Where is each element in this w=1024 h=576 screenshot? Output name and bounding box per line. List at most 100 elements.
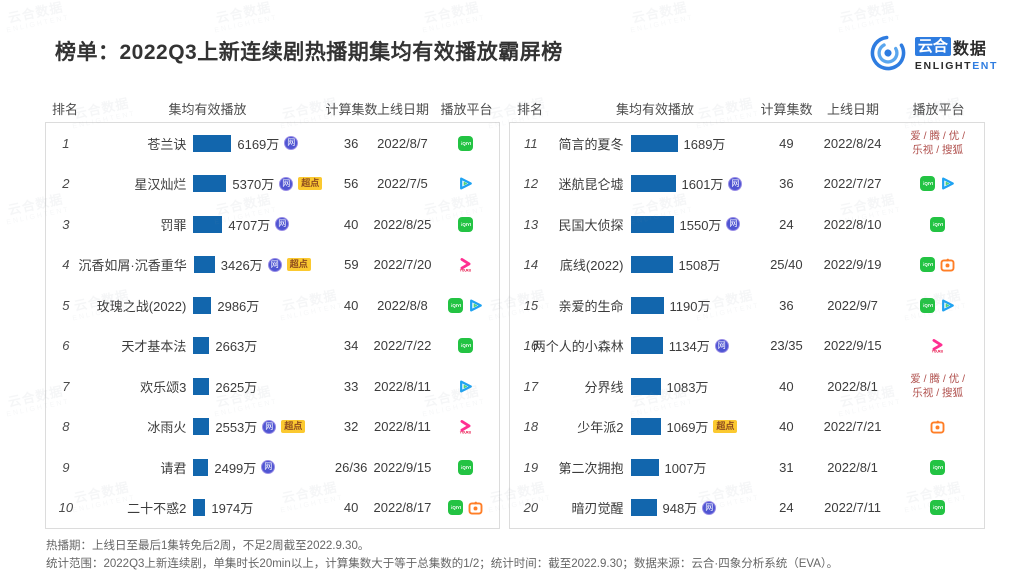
drama-title: 请君 [86, 458, 192, 477]
platform-cell: iQIYI [891, 176, 984, 192]
table-row: 2 星汉灿烂 5370万网超点 56 2022/7/5 [46, 164, 499, 205]
platform-cell: iQIYI [432, 459, 499, 475]
row-rank: 8 [62, 419, 70, 435]
episodes-count: 36 [343, 135, 359, 151]
drama-title-text: 星汉灿烂 [134, 177, 187, 193]
super-vip-badge: 超点 [281, 420, 306, 434]
platform-cell: 爱 / 腾 / 优 / 乐视 / 搜狐 [891, 372, 984, 400]
row-rank: 4 [62, 257, 70, 273]
iqiyi-icon-label: iQIYI [922, 181, 933, 187]
drama-title-text: 欢乐颂3 [140, 379, 187, 395]
row-rank: 19 [523, 459, 539, 475]
plays-value: 1689万 [683, 136, 726, 152]
platform-cell: iQIYI [432, 135, 499, 151]
table-row: 5 玫瑰之战(2022) 2986万 40 2022/8/8 iQIYI [46, 285, 499, 326]
plays-bar [630, 337, 663, 355]
platform-cell: iQIYI [432, 500, 499, 516]
enlightent-logo: 云合 数据 ENLIGHTENT [868, 33, 998, 73]
drama-title-text: 分界线 [584, 379, 624, 395]
drama-title-text: 简言的夏冬 [558, 136, 624, 152]
drama-title: 冰雨火 [86, 417, 192, 436]
drama-title-text: 苍兰诀 [147, 136, 187, 152]
row-rank: 12 [523, 176, 539, 192]
drama-title: 天才基本法 [86, 336, 192, 355]
col-header-episodes: 计算集数 [760, 101, 813, 117]
plays-bar [193, 337, 210, 355]
plays-cell: 1550万网 [629, 215, 759, 234]
plays-bar [630, 458, 659, 476]
iqiyi-platform-icon: iQIYI [448, 297, 464, 313]
drama-title-text: 底线(2022) [559, 258, 624, 274]
web-drama-badge: 网 [261, 460, 276, 475]
online-date: 2022/8/25 [373, 216, 432, 232]
episodes-count: 40 [343, 297, 359, 313]
online-date: 2022/7/21 [823, 419, 882, 435]
super-vip-badge: 超点 [713, 420, 738, 434]
plays-value: 1190万 [669, 298, 711, 314]
svg-text:YOUKU: YOUKU [460, 431, 472, 435]
table-row: 6 天才基本法 2663万 34 2022/7/22 iQIYI [46, 326, 499, 367]
plays-bar [193, 256, 215, 274]
row-rank: 5 [62, 297, 70, 313]
plays-cell: 5370万网超点 [191, 174, 329, 193]
plays-value: 1550万 [679, 217, 722, 233]
drama-title-text: 罚罪 [160, 217, 187, 233]
web-drama-badge: 网 [275, 217, 290, 232]
plays-bar [193, 175, 227, 193]
online-date: 2022/7/11 [824, 500, 881, 516]
iqiyi-icon-label: iQIYI [460, 343, 471, 349]
tencent-platform-icon [940, 298, 955, 313]
episodes-count: 33 [343, 378, 359, 394]
online-date: 2022/7/20 [373, 257, 432, 273]
super-vip-badge: 超点 [286, 258, 311, 272]
plays-value: 2986万 [217, 298, 260, 314]
drama-title-text: 沉香如屑·沉香重华 [78, 258, 187, 274]
row-rank: 3 [62, 216, 70, 232]
drama-title: 二十不惑2 [86, 498, 192, 517]
platform-cell: iQIYI [891, 297, 984, 313]
online-date: 2022/8/11 [373, 378, 431, 394]
online-date: 2022/8/1 [827, 378, 878, 394]
plays-cell: 2553万网超点 [191, 417, 329, 436]
row-rank: 17 [523, 378, 539, 394]
episodes-count: 25/40 [770, 257, 803, 273]
table-row: 3 罚罪 4707万网 40 2022/8/25 iQIYI [46, 204, 499, 245]
drama-title-text: 少年派2 [577, 420, 624, 436]
col-header-rank: 排名 [51, 101, 78, 117]
plays-cell: 1974万 [191, 498, 329, 517]
plays-value: 1134万 [668, 339, 710, 355]
episodes-count: 40 [779, 419, 794, 435]
enlightent-logo-icon [870, 35, 906, 71]
table-row: 10 二十不惑2 1974万 40 2022/8/17 iQIYI [46, 488, 499, 529]
episodes-count: 34 [343, 338, 359, 354]
table-row: 1 苍兰诀 6169万网 36 2022/8/7 iQIYI [46, 123, 499, 164]
online-date: 2022/7/22 [373, 338, 432, 354]
online-date: 2022/8/1 [827, 459, 878, 475]
iqiyi-icon-label: iQIYI [922, 262, 933, 268]
row-rank: 20 [523, 500, 539, 516]
iqiyi-platform-icon: iQIYI [448, 500, 464, 516]
plays-cell: 1508万 [629, 255, 759, 274]
plays-value: 2553万 [215, 420, 258, 436]
plays-cell: 2663万 [191, 336, 329, 355]
drama-title: 暗刃觉醒 [552, 498, 629, 517]
online-date: 2022/8/7 [377, 135, 428, 151]
mango-platform-icon [468, 500, 483, 515]
episodes-count: 24 [779, 216, 794, 232]
drama-title: 玫瑰之战(2022) [86, 296, 192, 315]
platform-cell: iQIYI [891, 257, 984, 273]
drama-title-text: 请君 [160, 460, 187, 476]
platform-cell [432, 379, 499, 394]
plays-cell: 1083万 [629, 377, 759, 396]
row-rank: 11 [524, 135, 538, 151]
table-row: 18 少年派2 1069万 超点 40 2022/7/21 [510, 407, 984, 448]
plays-bar [630, 215, 674, 233]
plays-cell: 2625万 [191, 377, 329, 396]
platform-text-line: 爱 / 腾 / 优 / [910, 373, 966, 386]
row-rank: 15 [523, 297, 539, 313]
logo-en-accent: ENT [972, 59, 998, 72]
episodes-count: 56 [343, 176, 359, 192]
iqiyi-icon-label: iQIYI [932, 464, 943, 470]
table-header-right: 排名 集均有效播放 计算集数 上线日期 播放平台 [509, 97, 985, 119]
